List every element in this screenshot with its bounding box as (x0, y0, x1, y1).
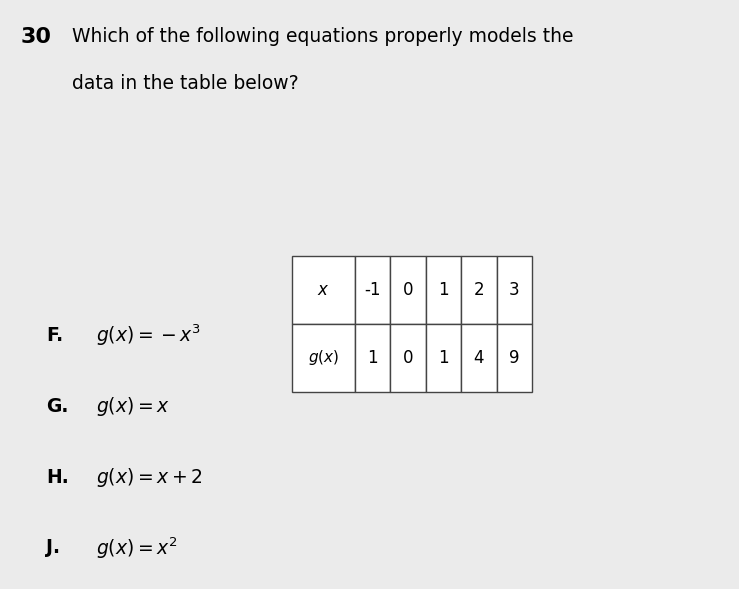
FancyBboxPatch shape (426, 256, 461, 324)
Text: 0: 0 (403, 281, 413, 299)
FancyBboxPatch shape (390, 324, 426, 392)
Text: $g(x) = x + 2$: $g(x) = x + 2$ (96, 465, 202, 489)
Text: 2: 2 (474, 281, 484, 299)
Text: 1: 1 (438, 349, 449, 367)
FancyBboxPatch shape (390, 256, 426, 324)
Text: J.: J. (46, 538, 60, 557)
Text: data in the table below?: data in the table below? (72, 74, 299, 92)
Text: F.: F. (46, 326, 63, 345)
Text: $g(x)$: $g(x)$ (307, 348, 339, 368)
Text: H.: H. (46, 468, 69, 487)
FancyBboxPatch shape (292, 256, 355, 324)
Text: $g(x) = -x^3$: $g(x) = -x^3$ (96, 323, 201, 349)
FancyBboxPatch shape (497, 324, 532, 392)
FancyBboxPatch shape (497, 256, 532, 324)
FancyBboxPatch shape (461, 324, 497, 392)
Text: $g(x) = x$: $g(x) = x$ (96, 395, 170, 418)
FancyBboxPatch shape (292, 324, 355, 392)
Text: 9: 9 (509, 349, 520, 367)
FancyBboxPatch shape (355, 324, 390, 392)
Text: 1: 1 (438, 281, 449, 299)
Text: 0: 0 (403, 349, 413, 367)
Text: 4: 4 (474, 349, 484, 367)
Text: -1: -1 (364, 281, 381, 299)
Text: 1: 1 (367, 349, 378, 367)
FancyBboxPatch shape (426, 324, 461, 392)
FancyBboxPatch shape (461, 256, 497, 324)
Text: 3: 3 (509, 281, 520, 299)
Text: 30: 30 (21, 27, 52, 47)
Text: $g(x) = x^2$: $g(x) = x^2$ (96, 535, 178, 561)
FancyBboxPatch shape (355, 256, 390, 324)
Text: $x$: $x$ (317, 281, 330, 299)
Text: G.: G. (46, 397, 68, 416)
Text: Which of the following equations properly models the: Which of the following equations properl… (72, 27, 574, 45)
